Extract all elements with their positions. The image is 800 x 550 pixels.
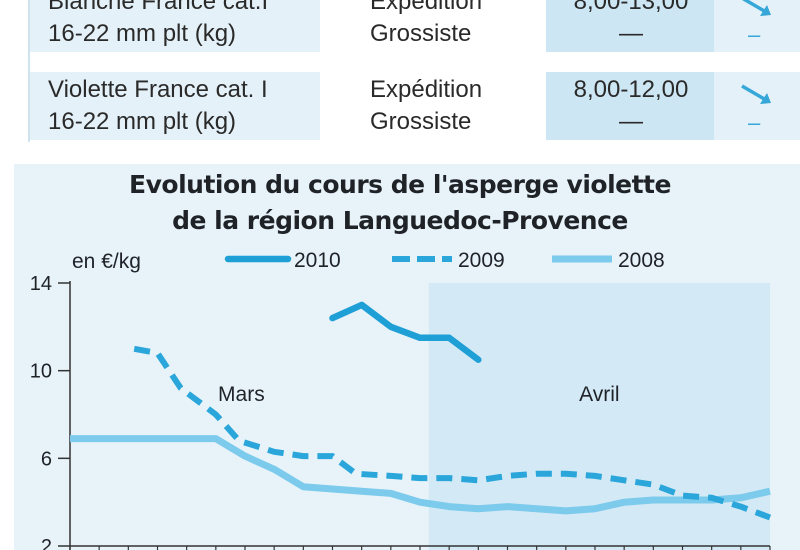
legend: 2010 2009 2008 xyxy=(224,249,665,272)
series-line-2008 xyxy=(70,435,771,515)
table-row: Violette France cat. I 16-22 mm plt (kg)… xyxy=(30,72,800,142)
market-cell: Expédition Grossiste xyxy=(370,74,482,138)
product-cell: Blanche France cat.I 16-22 mm plt (kg) xyxy=(48,0,268,50)
product-name: Blanche France cat.I xyxy=(48,0,269,15)
y-axis-label: en €/kg xyxy=(72,250,141,273)
series-line-2010 xyxy=(329,301,482,363)
y-tick-label: 6 xyxy=(41,448,52,470)
price-previous: — xyxy=(619,20,643,47)
arrow-down-right-icon xyxy=(741,84,771,104)
product-size: 16-22 mm plt (kg) xyxy=(48,20,237,47)
price-cell: 8,00-12,00 — xyxy=(560,74,702,138)
market-type: Grossiste xyxy=(370,108,472,135)
trend-dash: – xyxy=(748,110,761,135)
y-tick-label: 2 xyxy=(41,536,52,550)
price-previous: — xyxy=(619,108,643,135)
market-stage: Expédition xyxy=(370,76,483,103)
arrow-down-right-icon xyxy=(741,0,771,16)
y-tick-label: 10 xyxy=(30,361,52,383)
price-range: 8,00-12,00 xyxy=(573,76,689,103)
market-type: Grossiste xyxy=(370,20,472,47)
month-labels: Mars Avril xyxy=(218,383,620,406)
table-row: Blanche France cat.I 16-22 mm plt (kg) E… xyxy=(30,0,800,54)
price-table xyxy=(14,0,800,150)
chart-title-line1: Evolution du cours de l'asperge violette xyxy=(129,170,671,199)
axes: 2 6 10 14 xyxy=(30,273,771,550)
chart-title-line2: de la région Languedoc-Provence xyxy=(172,206,628,235)
series-line-2009 xyxy=(133,345,772,521)
product-size: 16-22 mm plt (kg) xyxy=(48,108,237,135)
series-group xyxy=(70,301,772,521)
y-tick-label: 14 xyxy=(30,273,52,295)
trend-dash: – xyxy=(748,22,761,47)
market-cell: Expédition Grossiste xyxy=(370,0,482,50)
month-label: Mars xyxy=(218,383,265,406)
month-label: Avril xyxy=(579,383,619,406)
market-stage: Expédition xyxy=(370,0,483,15)
legend-label-2008: 2008 xyxy=(618,249,665,272)
legend-label-2010: 2010 xyxy=(294,249,341,272)
price-cell: 8,00-13,00 — xyxy=(560,0,702,50)
price-range: 8,00-13,00 xyxy=(573,0,689,15)
table-left-border xyxy=(28,0,30,142)
product-cell: Violette France cat. I 16-22 mm plt (kg) xyxy=(48,74,268,138)
legend-label-2009: 2009 xyxy=(458,249,505,272)
product-name: Violette France cat. I xyxy=(48,76,268,103)
